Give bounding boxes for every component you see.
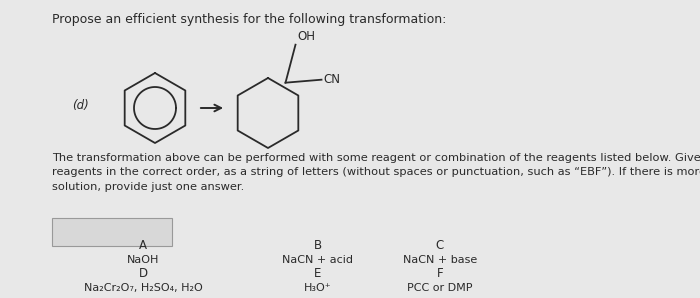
Text: A: A (139, 239, 147, 252)
Text: The transformation above can be performed with some reagent or combination of th: The transformation above can be performe… (52, 153, 700, 192)
Text: Na₂Cr₂O₇, H₂SO₄, H₂O: Na₂Cr₂O₇, H₂SO₄, H₂O (83, 283, 202, 293)
Text: Propose an efficient synthesis for the following transformation:: Propose an efficient synthesis for the f… (52, 13, 447, 26)
Text: F: F (437, 267, 443, 280)
Text: OH: OH (298, 30, 316, 43)
Text: (d): (d) (72, 99, 89, 111)
Text: NaOH: NaOH (127, 255, 159, 265)
Text: PCC or DMP: PCC or DMP (407, 283, 472, 293)
Text: D: D (139, 267, 148, 280)
Text: CN: CN (323, 73, 340, 86)
Text: B: B (314, 239, 322, 252)
FancyBboxPatch shape (52, 218, 172, 246)
Text: H₃O⁺: H₃O⁺ (304, 283, 332, 293)
Text: C: C (436, 239, 444, 252)
Text: E: E (314, 267, 322, 280)
Text: NaCN + base: NaCN + base (403, 255, 477, 265)
Text: NaCN + acid: NaCN + acid (283, 255, 354, 265)
